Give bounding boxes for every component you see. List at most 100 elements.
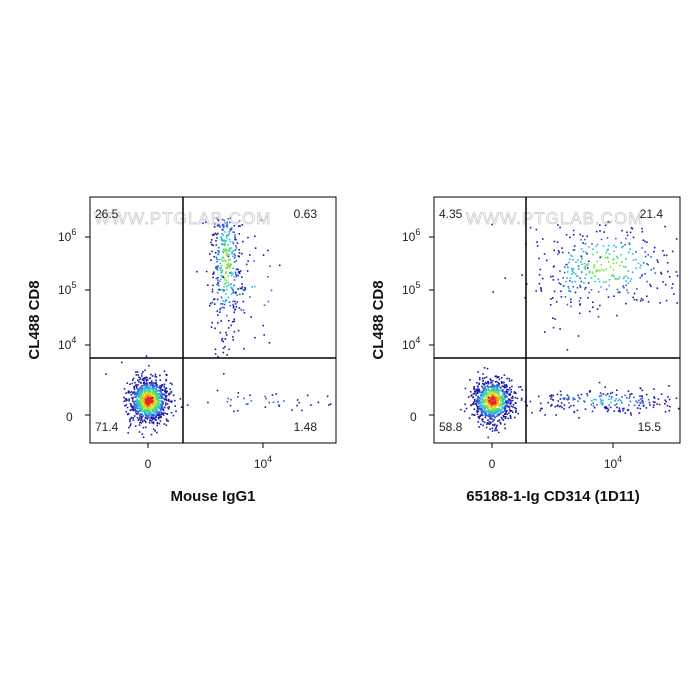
event-dot [146, 413, 148, 415]
event-dot [152, 384, 155, 387]
event-dot [147, 379, 149, 381]
event-dot [153, 406, 156, 408]
event-dot [590, 403, 593, 406]
event-dot [580, 258, 583, 260]
event-dot [639, 266, 641, 269]
event-dot [148, 410, 150, 413]
event-dot [146, 403, 149, 406]
event-dot [492, 405, 494, 407]
event-dot [491, 418, 493, 420]
event-dot [476, 392, 479, 394]
event-dot [232, 300, 234, 303]
event-dot [617, 278, 620, 280]
event-dot [493, 424, 495, 427]
event-dot [509, 415, 512, 418]
event-dot [625, 302, 627, 305]
event-dot [592, 306, 594, 309]
event-dot [509, 403, 512, 405]
event-dot [476, 413, 479, 415]
event-dot [493, 414, 495, 417]
event-dot [609, 406, 612, 409]
event-dot [588, 260, 590, 263]
event-dot [250, 400, 253, 402]
event-dot [216, 232, 219, 235]
event-dot [137, 419, 140, 421]
event-dot [145, 408, 147, 410]
event-dot [641, 230, 644, 233]
event-dot [167, 420, 169, 422]
event-dot [231, 250, 233, 253]
event-dot [155, 414, 157, 417]
event-dot [644, 251, 646, 253]
event-dot [629, 395, 631, 398]
event-dot [605, 268, 607, 270]
event-dot [141, 395, 143, 398]
event-dot [561, 251, 564, 254]
event-dot [254, 336, 256, 339]
event-dot [239, 293, 241, 296]
event-dot [157, 400, 160, 402]
event-dot [628, 397, 631, 399]
event-dot [569, 254, 572, 257]
event-dot [228, 264, 231, 267]
event-dot [486, 422, 489, 424]
event-dot [558, 405, 561, 408]
event-dot [483, 407, 485, 410]
event-dot [495, 390, 498, 392]
event-dot [156, 413, 158, 415]
event-dot [487, 423, 490, 425]
event-dot [231, 272, 234, 275]
event-dot [225, 331, 227, 334]
event-dot [163, 385, 166, 388]
event-dot [617, 399, 619, 402]
y-axis-label: CL488 CD8 [370, 280, 387, 359]
event-dot [137, 402, 139, 404]
event-dot [226, 354, 228, 356]
event-dot [489, 390, 492, 392]
event-dot [612, 274, 614, 276]
event-dot [146, 418, 149, 420]
event-dot [553, 290, 556, 293]
event-dot [541, 407, 543, 410]
event-dot [623, 286, 625, 289]
event-dot [136, 407, 138, 409]
event-dot [150, 412, 153, 414]
event-dot [568, 252, 570, 254]
event-dot [151, 394, 154, 397]
event-dot [587, 297, 589, 299]
event-dot [622, 277, 625, 280]
event-dot [491, 399, 494, 401]
quadrant-upper-right: 21.4 [640, 207, 664, 221]
event-dot [148, 414, 150, 417]
x-tick-0: 0 [145, 457, 152, 471]
event-dot [254, 285, 256, 288]
event-dot [541, 277, 544, 280]
event-dot [488, 414, 491, 416]
event-dot [501, 399, 504, 402]
event-dot [544, 414, 546, 416]
event-dot [225, 267, 227, 269]
event-dot [608, 398, 610, 401]
event-dot [224, 231, 226, 233]
event-dot [484, 398, 487, 401]
event-dot [671, 250, 674, 253]
event-dot [244, 286, 246, 289]
event-dot [602, 402, 604, 404]
event-dot [130, 405, 132, 408]
event-dot [129, 383, 131, 385]
event-dot [592, 405, 595, 407]
event-dot [230, 293, 233, 295]
event-dot [504, 413, 506, 415]
event-dot [487, 395, 489, 397]
event-dot [633, 292, 636, 295]
event-dot [151, 401, 154, 404]
event-dot [599, 392, 602, 394]
event-dot [133, 385, 136, 388]
event-dot [552, 317, 554, 319]
event-dot [224, 221, 226, 224]
event-dot [145, 392, 147, 395]
event-dot [475, 389, 478, 392]
event-dot [221, 218, 224, 221]
event-dot [552, 326, 555, 329]
event-dot [484, 386, 486, 388]
